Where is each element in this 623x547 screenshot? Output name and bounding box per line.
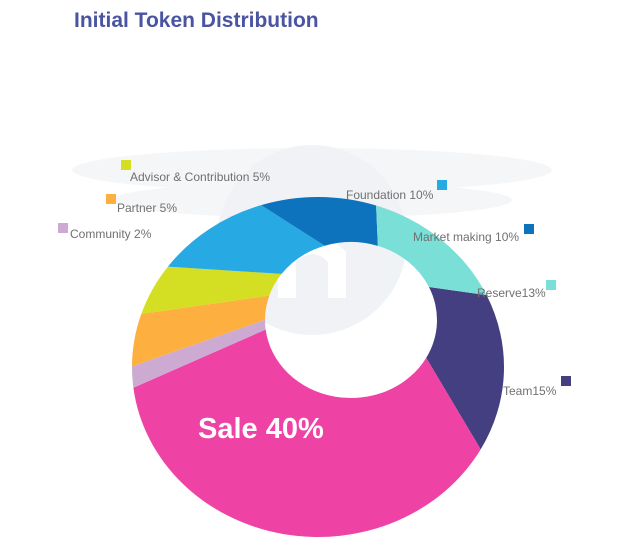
legend-markers [58,160,571,386]
donut-slices [132,196,504,537]
legend-marker-advisor-contribution [121,160,131,170]
slice-partner [132,295,270,367]
chart-title: Initial Token Distribution [74,9,319,32]
slice-advisor-contribution [141,266,282,314]
slice-label-community: Community 2% [70,227,152,241]
legend-marker-market-making [524,224,534,234]
slice-foundation [167,205,325,274]
slice-label-team: Team15% [503,384,557,398]
slice-label-reserve: Reserve13% [477,286,546,300]
slice-sale [133,329,481,537]
slice-market-making [261,196,378,246]
legend-marker-reserve [546,280,556,290]
legend-marker-foundation [437,180,447,190]
slice-team [426,287,504,450]
slice-labels: Sale 40% Community 2% Partner 5% Advisor & … [70,170,557,445]
slice-label-sale: Sale 40% [198,413,324,445]
slice-label-market-making: Market making 10% [413,230,519,244]
slice-reserve [376,205,487,296]
legend-marker-team [561,376,571,386]
slice-label-advisor-contribution: Advisor & Contribution 5% [130,170,270,184]
slice-community [132,319,266,388]
legend-marker-partner [106,194,116,204]
slice-label-foundation: Foundation 10% [346,188,434,202]
slice-label-partner: Partner 5% [117,201,177,215]
legend-marker-community [58,223,68,233]
